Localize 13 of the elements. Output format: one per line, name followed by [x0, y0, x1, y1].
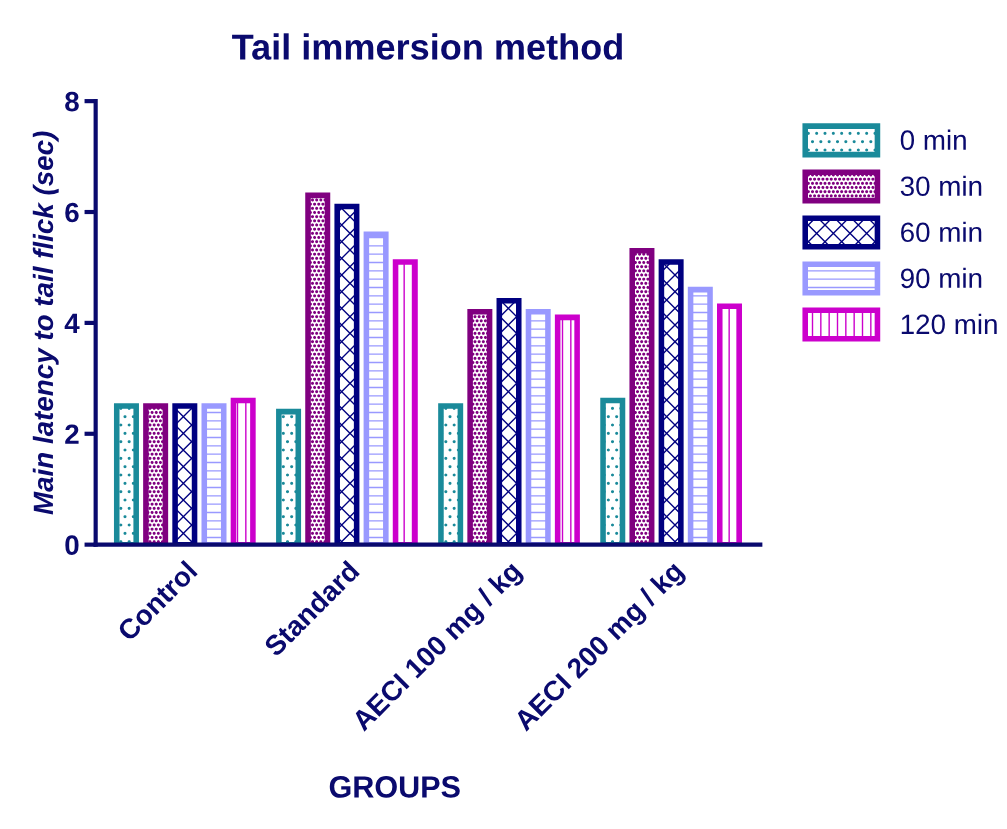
legend-label: 120 min: [901, 313, 997, 335]
y-tick-label: 4: [64, 313, 80, 333]
legend-label: 30 min: [900, 175, 982, 197]
y-tick-label: 8: [65, 91, 79, 112]
legend-label: 90 min: [900, 267, 982, 289]
chart-title: Tail immersion method: [232, 33, 622, 60]
y-tick-label: 2: [65, 424, 79, 444]
legend-label: 0 min: [900, 129, 966, 151]
y-tick-label: 6: [65, 202, 79, 223]
legend-label: 60 min: [901, 221, 982, 243]
y-axis-title: Main latency to tail flick (sec): [32, 131, 59, 515]
y-tick-label: 0: [65, 535, 79, 555]
x-axis-title: GROUPS: [329, 776, 460, 798]
